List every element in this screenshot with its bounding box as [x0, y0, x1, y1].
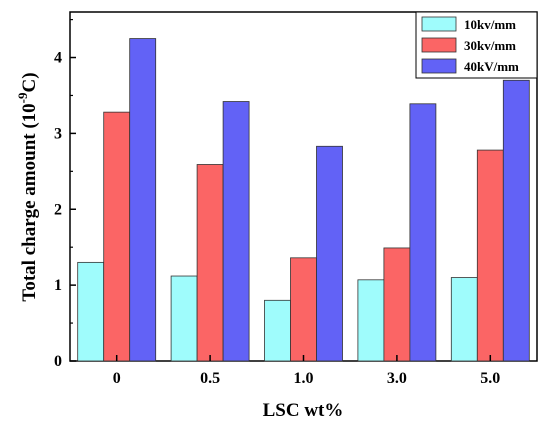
- y-tick-label: 4: [54, 50, 62, 67]
- y-tick-label: 3: [54, 125, 62, 142]
- legend-swatch-10kv/mm: [421, 16, 457, 32]
- x-tick-label: 0: [113, 370, 121, 387]
- axes-group: 0 1 2 3 4 0 0.5 1.0 3.0 5.0: [54, 18, 500, 387]
- bar-30kv/mm-3.0: [383, 247, 411, 362]
- bars-group: [77, 38, 530, 362]
- y-axis-title: Total charge amount (10-9C): [15, 72, 40, 301]
- y-axis-title-exponent: -9: [15, 92, 30, 103]
- bar-30kv/mm-5.0: [476, 149, 504, 362]
- y-tick-label: 2: [54, 201, 62, 218]
- legend-label-30kv/mm: 30kv/mm: [464, 38, 516, 53]
- x-tick-label: 1.0: [294, 370, 314, 387]
- y-axis-title-unit: C): [19, 72, 40, 92]
- legend-swatch-30kv/mm: [421, 37, 457, 53]
- bar-30kv/mm-1.0: [290, 257, 317, 362]
- bar-10kv/mm-5.0: [450, 277, 478, 362]
- legend-label-10kv/mm: 10kv/mm: [464, 17, 516, 32]
- bar-40kV/mm-3.0: [409, 103, 437, 362]
- legend-label-40kV/mm: 40kV/mm: [464, 59, 519, 74]
- bar-40kV/mm-0.5: [222, 101, 250, 362]
- bar-10kv/mm-0.5: [170, 275, 198, 362]
- bar-40kV/mm-5.0: [502, 79, 530, 362]
- x-tick-label: 5.0: [480, 370, 500, 387]
- bar-10kv/mm-0: [77, 261, 105, 362]
- bar-30kv/mm-0.5: [196, 164, 224, 362]
- legend: 10kv/mm 30kv/mm 40kV/mm: [415, 11, 538, 79]
- y-tick-label: 1: [54, 277, 62, 294]
- bar-40kV/mm-1.0: [316, 145, 343, 362]
- bar-40kV/mm-0: [129, 38, 157, 362]
- x-tick-label: 3.0: [387, 370, 407, 387]
- legend-swatch-40kV/mm: [421, 58, 457, 74]
- bar-10kv/mm-3.0: [357, 279, 385, 362]
- y-tick-label: 0: [54, 353, 62, 370]
- x-axis-title: LSC wt%: [263, 400, 344, 421]
- bar-30kv/mm-0: [103, 111, 131, 362]
- x-tick-label: 0.5: [200, 370, 220, 387]
- y-axis-title-main: Total charge amount (10: [19, 103, 40, 301]
- bar-10kv/mm-1.0: [264, 299, 291, 362]
